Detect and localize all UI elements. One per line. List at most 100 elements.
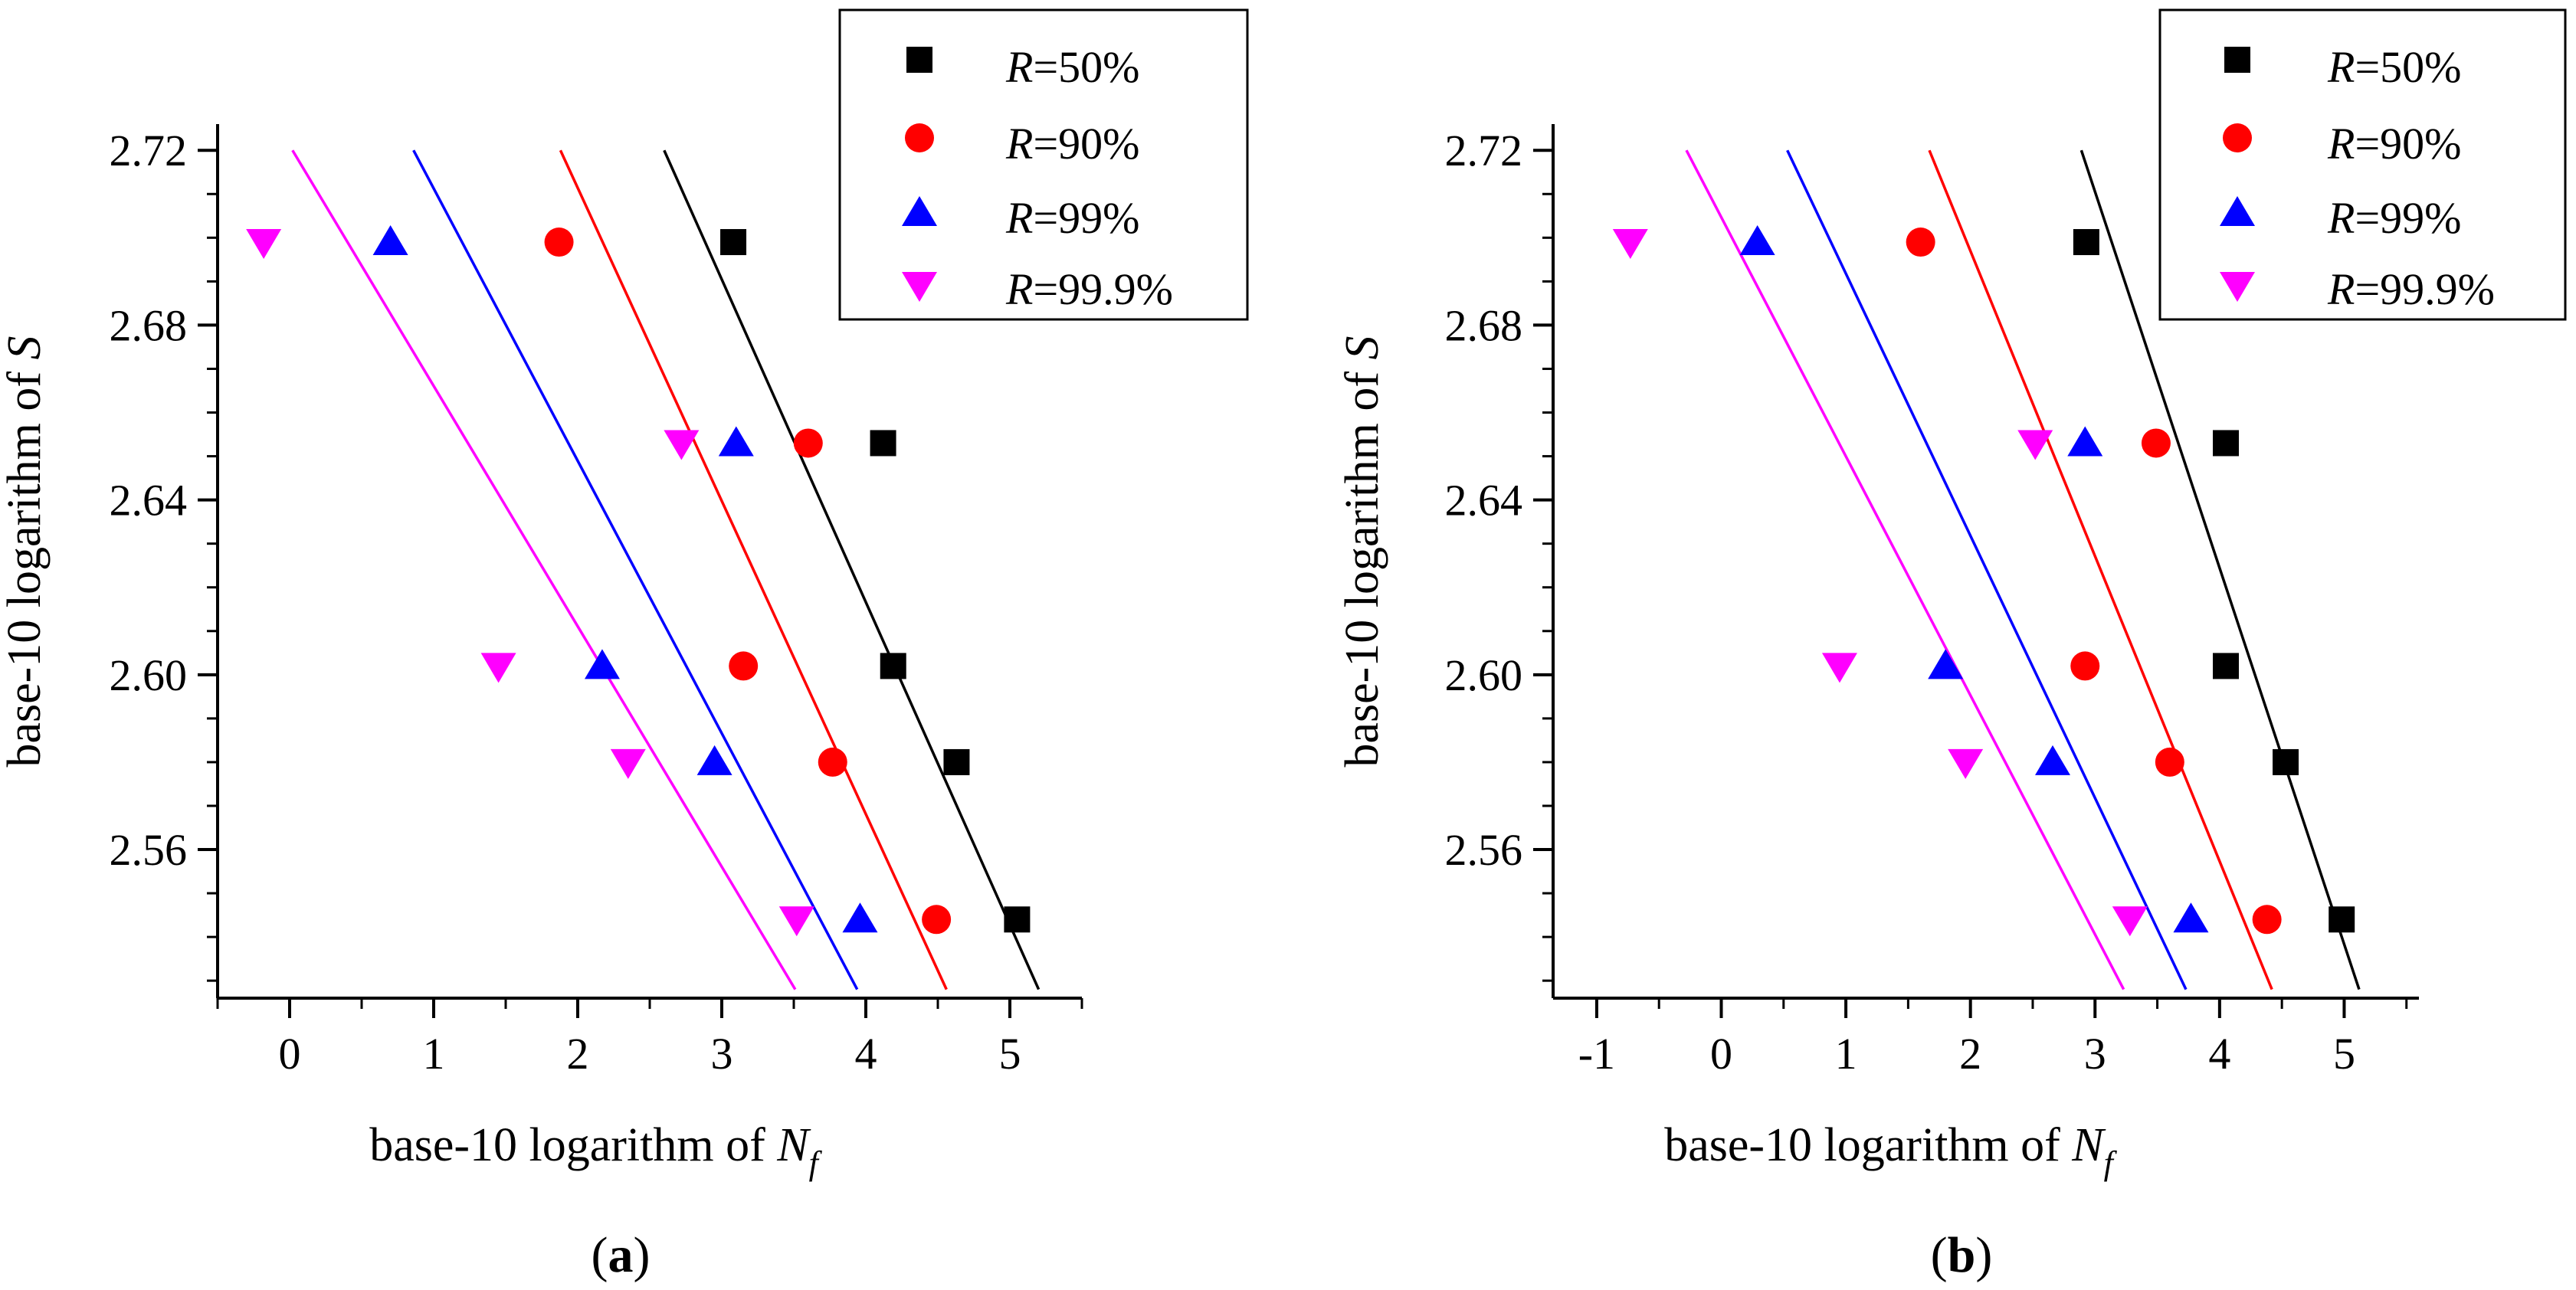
panel-a-point-rr90 [793,428,823,458]
panel-b-y-tick-label: 2.68 [1445,300,1523,350]
panel-b-point-rr99 [2034,745,2070,775]
panel-a-x-tick-label: 0 [279,1029,301,1079]
panel-b-point-rr50 [2212,653,2239,679]
panel-b-point-rr50 [2329,906,2355,933]
panel-a-point-rr90 [922,905,952,935]
panel-b-point-rr999 [2112,906,2148,937]
panel-b-y-tick-label: 2.56 [1445,825,1523,875]
panel-a-point-rr999 [246,229,282,260]
panel-b-x-tick-label: 3 [2084,1029,2106,1079]
panel-b-legend-marker-rr90 [2223,123,2252,152]
panel-a-fit-line-rr99 [412,149,859,990]
panel-b-point-rr999 [1948,748,1984,779]
panel-a-x-axis-title: base-10 logarithm of Nf [369,1119,822,1182]
panel-b-legend-marker-rr50 [2224,47,2250,73]
panel-b-legend-label-r90: R=90% [2327,119,2461,169]
panel-b-x-axis-title: base-10 logarithm of Nf [1664,1119,2117,1182]
panel-b-point-rr90 [2155,747,2184,777]
panel-a-point-rr90 [544,228,574,257]
panel-b-y-tick-label: 2.60 [1445,650,1523,700]
panel-b-point-rr90 [2141,428,2171,458]
panel-b-y-tick-label: 2.64 [1445,476,1523,525]
panel-b-fit-line-rr50 [2079,149,2361,990]
panel-b-point-rr50 [2212,430,2239,457]
panel-b-axes: -1 0 1 2 3 4 5 2.56 2.60 2.64 2.68 2.72 [1445,124,2419,1079]
panel-a-legend-label-r50: R=50% [1005,42,1139,92]
panel-a-point-rr90 [729,651,759,681]
panel-a-point-rr99 [696,745,732,775]
panel-a-legend-label-r90: R=90% [1005,119,1139,169]
panel-b-legend-label-r50: R=50% [2327,42,2461,92]
panel-b-point-rr99 [2067,426,2103,457]
panel-a-x-tick-label: 4 [855,1029,877,1079]
panel-a-caption: (a) [592,1227,651,1283]
panel-a-point-rr50 [880,653,906,679]
panel-a-legend-marker-rr50 [906,47,932,73]
panel-a-point-rr50 [943,748,970,775]
panel-a-y-tick-label: 2.64 [110,476,188,525]
panel-b-x-tick-label: 2 [1959,1029,1981,1079]
panel-a-x-tick-label: 2 [567,1029,589,1079]
panel-b-x-tick-label: 5 [2333,1029,2355,1079]
panel-b-fit-line-rr90 [1928,149,2273,990]
panel-a-point-rr999 [664,430,700,460]
panel-b-point-rr999 [2017,430,2053,460]
panel-b-point-rr99 [2173,902,2209,933]
panel-a-legend: R=50% R=90% R=99% R=99.9% [838,8,1249,321]
panel-a-point-rr999 [480,653,516,683]
panel-a-fit-line-rr50 [663,149,1041,990]
panel-a-point-rr50 [1004,906,1031,933]
panel-b-point-rr99 [1928,649,1964,679]
panel-b-legend-label-r99: R=99% [2327,193,2461,243]
panel-a-point-rr999 [778,906,814,937]
panel-a-y-axis-title: base-10 logarithm of S [0,336,51,767]
panel-b-legend-marker-rr99 [2220,196,2255,226]
panel-b-fit-line-rr99 [1786,149,2188,990]
panel-b-fit-line-rr999 [1685,149,2125,990]
panel-a-y-tick-label: 2.56 [110,825,188,875]
panel-b-point-rr90 [2070,651,2100,681]
panel-a-point-rr999 [610,748,646,779]
panel-b-plot-area [1612,149,2361,990]
panel-a-point-rr99 [718,426,754,457]
panel-b-point-rr999 [1612,229,1648,260]
panel-b-x-tick-label: 1 [1835,1029,1857,1079]
panel-b-legend-marker-rr999 [2220,272,2255,302]
panel-a-legend-marker-rr90 [905,123,934,152]
panel-a-legend-markers [902,47,937,302]
panel-a-point-rr99 [372,225,408,256]
panel-b-x-tick-label: -1 [1578,1029,1615,1079]
panel-b-x-tick-label: 0 [1710,1029,1732,1079]
panel-b-point-rr999 [1821,653,1857,683]
panel-b-caption: (b) [1931,1227,1993,1283]
panel-a-point-rr99 [842,902,878,933]
panel-a-point-rr90 [818,747,847,777]
panel-b-legend: R=50% R=90% R=99% R=99.9% [2158,8,2567,321]
panel-b-point-rr50 [2273,748,2299,775]
panel-b-point-rr90 [2252,905,2282,935]
panel-a-fit-line-rr999 [291,149,797,990]
panel-a-legend-marker-rr99 [902,196,937,226]
panel-a-legend-label-r999: R=99.9% [1005,264,1173,314]
panel-a-plot-area [246,149,1041,990]
panel-a-y-tick-label: 2.72 [110,126,188,175]
panel-b-y-tick-label: 2.72 [1445,126,1523,175]
panel-a-fit-line-rr90 [559,149,948,990]
panel-b-legend-markers [2220,47,2255,302]
panel-b: -1 0 1 2 3 4 5 2.56 2.60 2.64 2.68 2.72 R=50% R=90%… [1336,8,2567,1283]
panel-a-x-tick-label: 3 [711,1029,733,1079]
panel-a-y-tick-label: 2.68 [110,300,188,350]
panel-a: 0 1 2 3 4 5 2.56 2.60 2.64 2.68 2.72 R=50% R=90% R… [0,8,1249,1283]
panel-a-x-tick-label: 1 [423,1029,445,1079]
panel-a-point-rr99 [584,649,620,679]
panel-a-legend-label-r99: R=99% [1005,193,1139,243]
panel-a-point-rr50 [720,229,747,256]
panel-a-y-tick-label: 2.60 [110,650,188,700]
panel-b-point-rr50 [2073,229,2099,256]
panel-b-legend-label-r999: R=99.9% [2327,264,2495,314]
panel-a-x-tick-label: 5 [999,1029,1021,1079]
panel-b-point-rr99 [1739,225,1775,256]
panel-b-y-axis-title: base-10 logarithm of S [1336,336,1388,767]
panel-a-legend-marker-rr999 [902,272,937,302]
